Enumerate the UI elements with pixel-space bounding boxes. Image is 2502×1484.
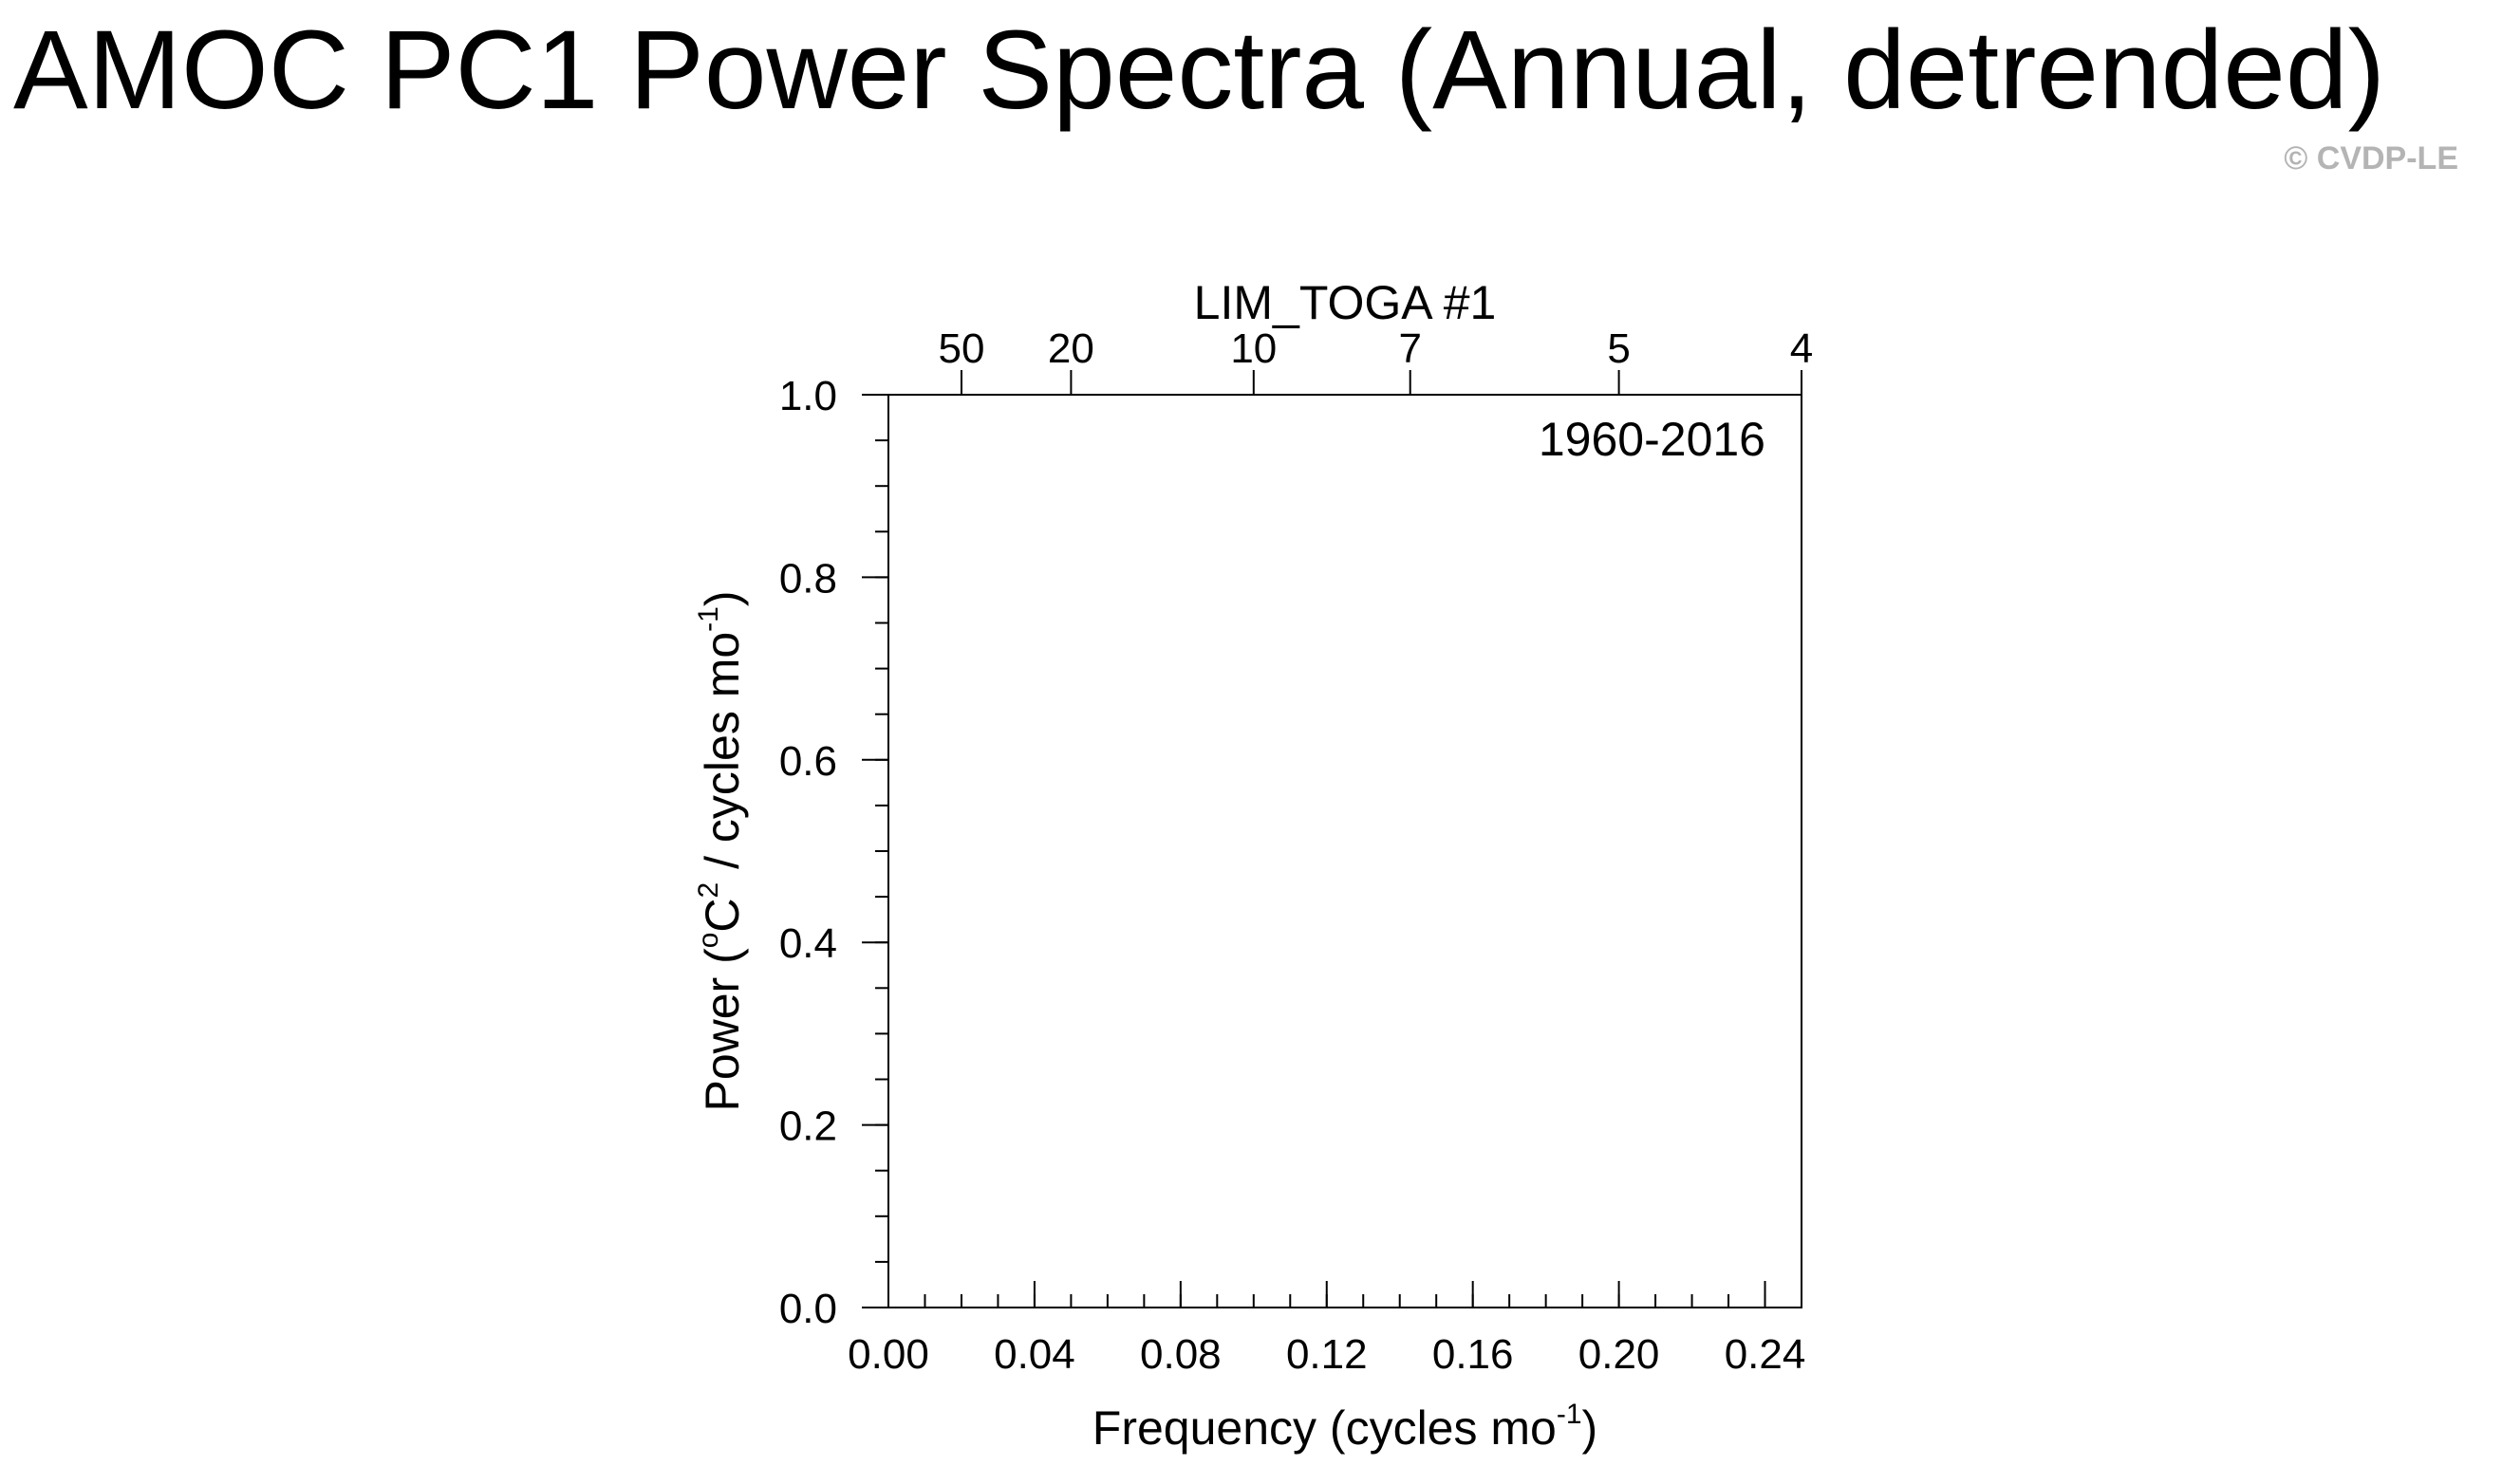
x-tick-label: 0.12: [1286, 1331, 1368, 1378]
y-tick-label: 1.0: [779, 373, 837, 419]
y-tick-label: 0.0: [779, 1286, 837, 1332]
x-tick-label: 0.04: [994, 1331, 1075, 1378]
x-tick-label: 0.16: [1432, 1331, 1514, 1378]
top-period-label: 20: [1048, 325, 1094, 372]
top-period-label: 5: [1607, 325, 1630, 372]
top-period-label: 50: [938, 325, 984, 372]
y-tick-label: 0.4: [779, 920, 837, 967]
top-period-label: 10: [1230, 325, 1277, 372]
y-tick-label: 0.6: [779, 738, 837, 785]
x-tick-label: 0.24: [1725, 1331, 1806, 1378]
top-period-axis: 50 20 10 7 5 4: [938, 325, 1813, 395]
period-label: 1960-2016: [1539, 413, 1765, 466]
x-tick-label: 0.00: [848, 1331, 929, 1378]
x-axis-ticks: 0.00 0.04 0.08 0.12 0.16 0.20 0.24: [848, 1281, 1805, 1378]
y-axis-label: Power (oC2 / cycles mo-1): [693, 590, 749, 1111]
panel-title: LIM_TOGA #1: [1194, 276, 1497, 329]
y-tick-label: 0.8: [779, 555, 837, 602]
y-axis-ticks: 0.0 0.2 0.4 0.6 0.8 1.0: [779, 373, 888, 1332]
main-title: AMOC PC1 Power Spectra (Annual, detrende…: [13, 8, 2385, 133]
watermark: © CVDP-LE: [2284, 140, 2458, 176]
top-period-label: 4: [1790, 325, 1813, 372]
x-tick-label: 0.20: [1578, 1331, 1660, 1378]
x-tick-label: 0.08: [1140, 1331, 1222, 1378]
top-period-label: 7: [1398, 325, 1421, 372]
plot-frame: [887, 394, 1802, 1308]
y-tick-label: 0.2: [779, 1104, 837, 1150]
x-axis-label: Frequency (cycles mo-1): [1092, 1399, 1597, 1455]
